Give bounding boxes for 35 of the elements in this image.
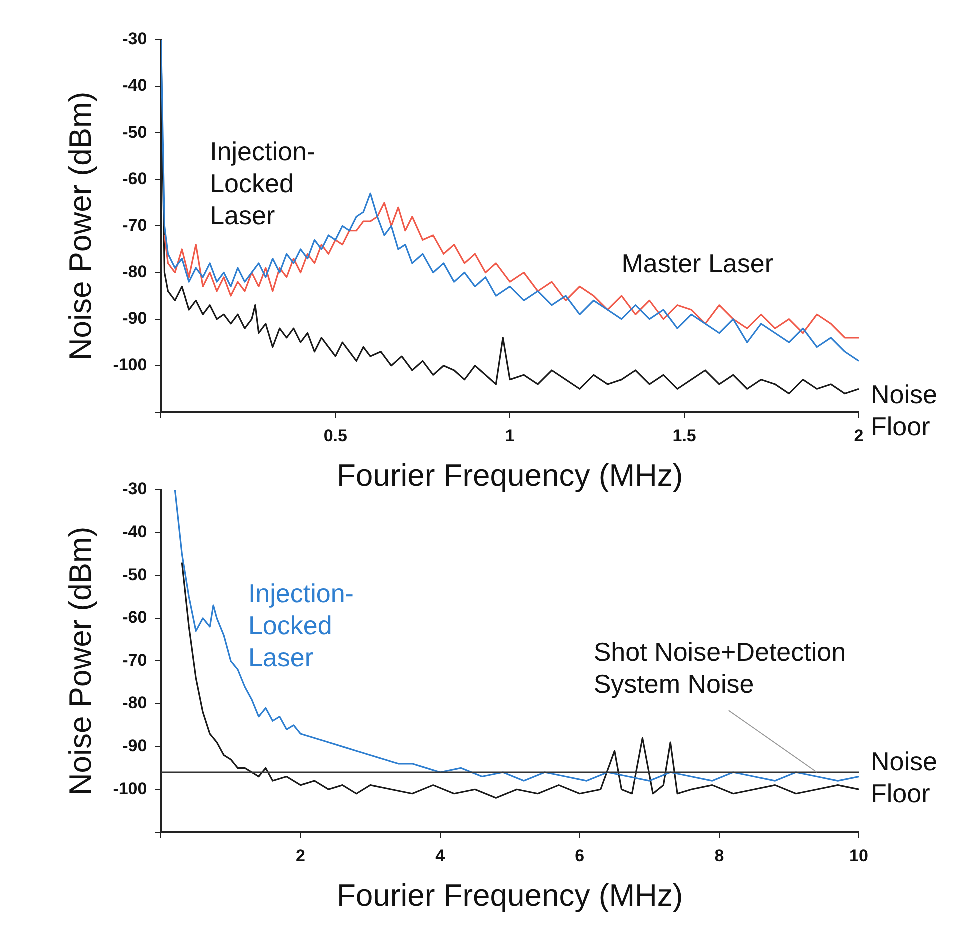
x-tick-label: 10 — [850, 846, 868, 866]
y-tick-label: -70 — [122, 216, 148, 235]
x-axis-title: Fourier Frequency (MHz) — [336, 458, 684, 493]
y-tick-label: -90 — [122, 308, 148, 328]
y-tick-label: -90 — [122, 736, 148, 756]
x-axis-title: Fourier Frequency (MHz) — [336, 878, 684, 913]
annotation: Shot Noise+Detection System Noise — [594, 636, 846, 699]
y-tick-label: -50 — [122, 122, 148, 142]
y-axis-title: Noise Power (dBm) — [63, 92, 98, 361]
y-tick-label: -80 — [122, 694, 148, 713]
y-tick-label: -70 — [122, 650, 148, 670]
x-tick-label: 2 — [854, 426, 864, 446]
x-tick-label: 1 — [505, 426, 515, 446]
series-label: Injection-Locked Laser — [248, 578, 354, 673]
y-tick-label: -50 — [122, 565, 148, 584]
ref-line-label: Noise Floor — [871, 746, 938, 809]
x-tick-label: 0.5 — [324, 426, 348, 446]
series-label: Noise Floor — [871, 379, 938, 442]
y-tick-label: -40 — [122, 522, 148, 542]
y-tick-label: -80 — [122, 262, 148, 282]
x-tick-label: 2 — [296, 846, 306, 866]
y-tick-label: -60 — [122, 169, 148, 188]
series-label: Master Laser — [622, 248, 774, 278]
y-axis-title: Noise Power (dBm) — [63, 526, 98, 796]
x-tick-label: 6 — [575, 846, 585, 866]
series-label: Injection-Locked Laser — [210, 136, 316, 231]
y-tick-label: -30 — [122, 480, 148, 499]
y-tick-label: -60 — [122, 608, 148, 628]
y-tick-label: -100 — [113, 779, 148, 798]
y-tick-label: -100 — [113, 356, 148, 375]
x-tick-label: 4 — [436, 846, 446, 866]
x-tick-label: 1.5 — [672, 426, 696, 446]
y-tick-label: -40 — [122, 76, 148, 96]
x-tick-label: 8 — [714, 846, 724, 866]
y-tick-label: -30 — [122, 30, 148, 49]
